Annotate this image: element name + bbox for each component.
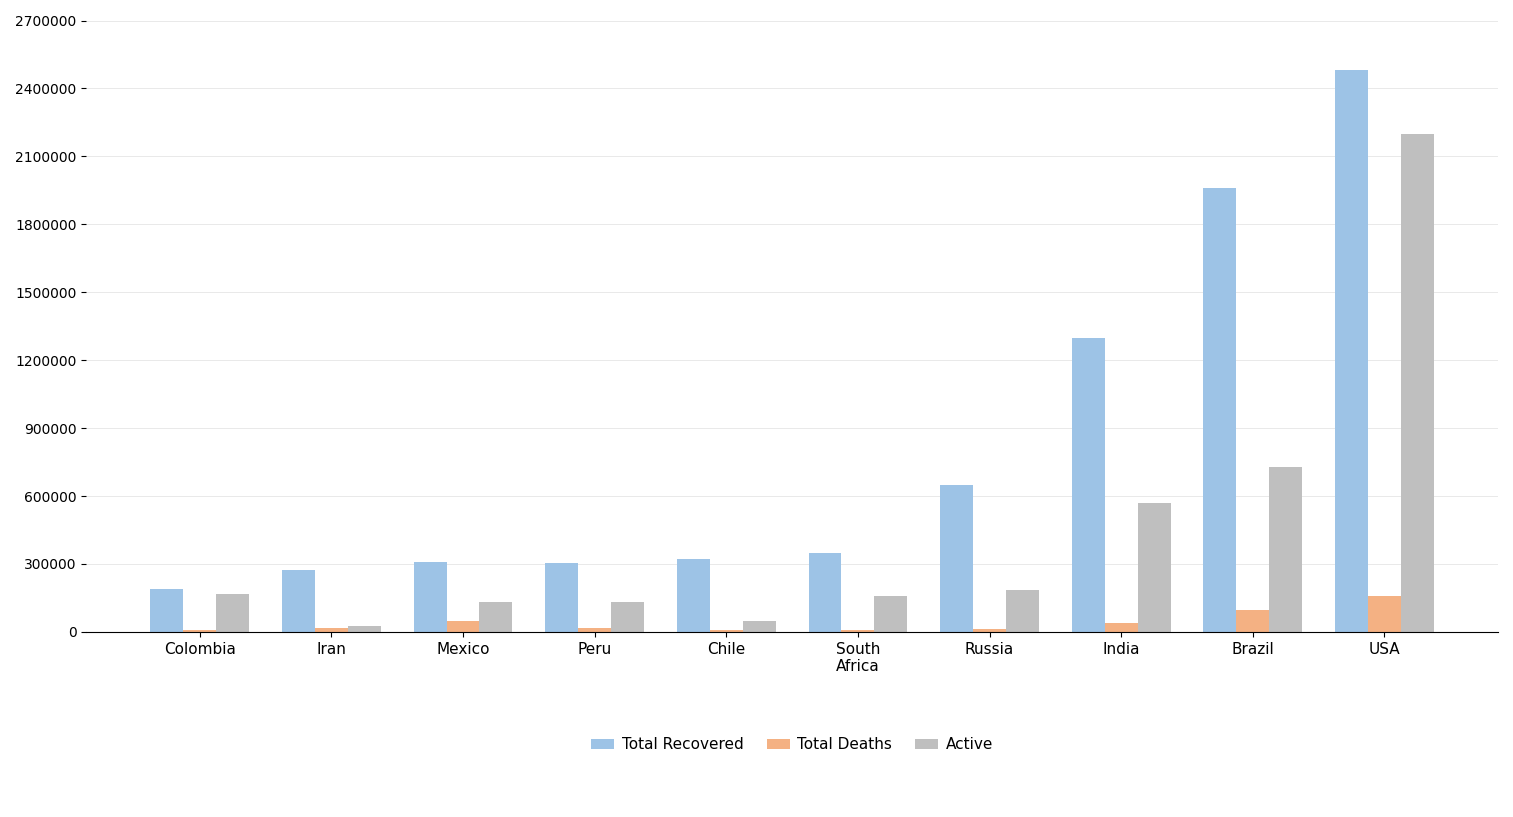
Bar xyxy=(1334,70,1368,632)
Bar xyxy=(676,560,710,632)
Bar xyxy=(973,629,1006,632)
Bar xyxy=(808,553,841,632)
Bar xyxy=(1006,590,1039,632)
Bar xyxy=(545,564,578,632)
Bar xyxy=(611,602,645,632)
Bar xyxy=(183,631,216,632)
Bar xyxy=(710,630,743,632)
Bar xyxy=(348,626,381,632)
Bar xyxy=(1269,467,1303,632)
Legend: Total Recovered, Total Deaths, Active: Total Recovered, Total Deaths, Active xyxy=(586,731,999,758)
Bar xyxy=(1236,609,1269,632)
Bar xyxy=(446,622,480,632)
Bar xyxy=(743,621,776,632)
Bar xyxy=(1104,623,1138,632)
Bar xyxy=(315,628,348,632)
Bar xyxy=(841,630,875,632)
Bar xyxy=(1203,188,1236,632)
Bar xyxy=(1368,596,1401,632)
Bar xyxy=(875,596,908,632)
Bar xyxy=(578,627,611,632)
Bar xyxy=(150,589,183,632)
Bar xyxy=(1071,337,1104,632)
Bar xyxy=(1138,503,1171,632)
Bar xyxy=(480,602,513,632)
Bar xyxy=(1401,134,1434,632)
Bar xyxy=(281,570,315,632)
Bar xyxy=(940,485,973,632)
Bar xyxy=(216,594,250,632)
Bar xyxy=(413,562,446,632)
